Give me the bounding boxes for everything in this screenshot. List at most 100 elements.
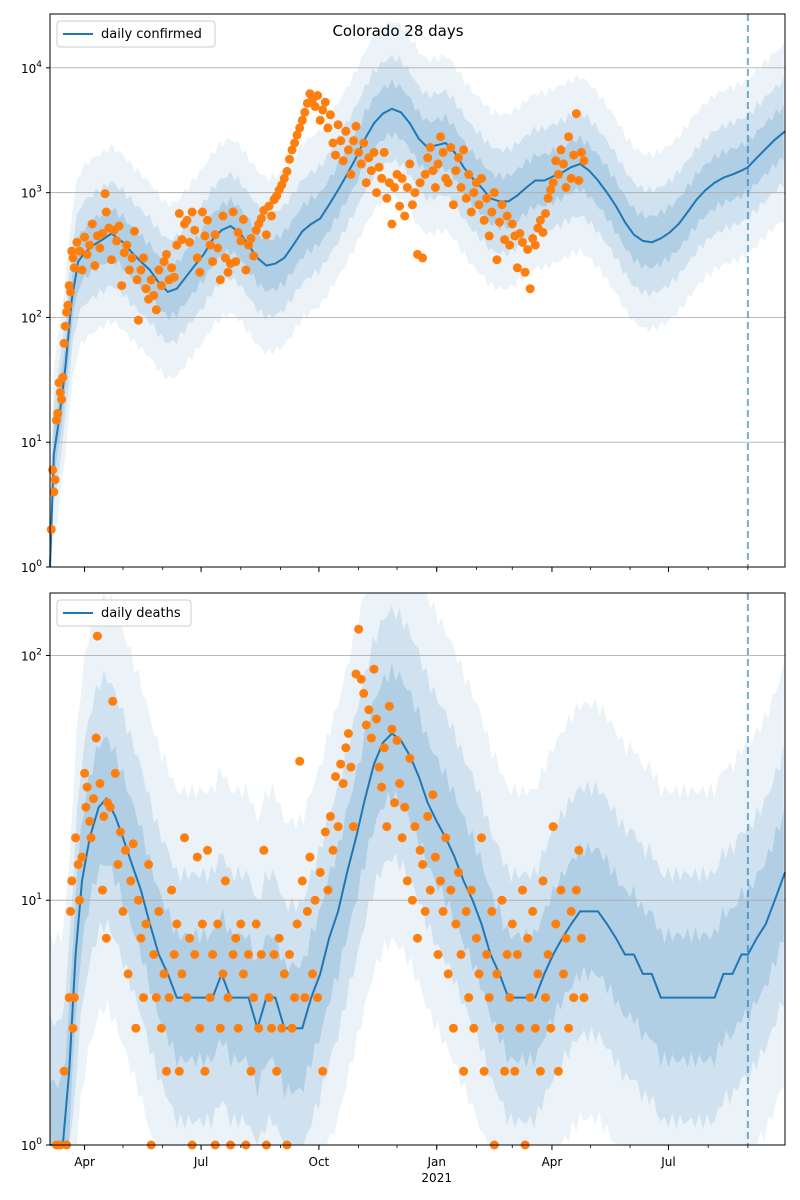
- data-point: [69, 263, 79, 273]
- data-point: [113, 860, 123, 869]
- data-point: [228, 207, 238, 217]
- data-point: [80, 768, 90, 778]
- data-point: [325, 811, 335, 821]
- data-point: [492, 969, 502, 979]
- data-point: [487, 207, 497, 217]
- data-point: [328, 845, 338, 855]
- data-point: [436, 876, 445, 886]
- data-point: [507, 219, 517, 229]
- data-point: [477, 833, 486, 843]
- data-point: [361, 720, 371, 730]
- data-point: [55, 388, 65, 397]
- data-point: [192, 852, 202, 862]
- confirmed-legend-label: daily confirmed: [101, 27, 202, 42]
- deaths-gridlines: [50, 655, 785, 901]
- data-point: [436, 132, 445, 142]
- data-point: [548, 178, 558, 188]
- data-point: [60, 321, 70, 331]
- data-point: [328, 138, 338, 148]
- credible-band-1: [50, 79, 784, 567]
- data-point: [101, 933, 111, 943]
- data-point: [428, 166, 438, 176]
- data-point: [310, 102, 320, 111]
- data-point: [407, 200, 417, 210]
- data-point: [223, 993, 233, 1003]
- data-point: [131, 1023, 141, 1033]
- data-point: [356, 159, 366, 169]
- data-point: [119, 248, 129, 258]
- data-point: [466, 207, 476, 217]
- deaths-legend-box: [56, 599, 192, 627]
- data-point: [331, 772, 340, 782]
- data-point: [297, 115, 307, 125]
- data-point: [433, 950, 443, 959]
- data-point: [215, 1023, 225, 1033]
- data-point: [512, 263, 522, 273]
- data-point: [167, 885, 177, 895]
- data-point: [351, 121, 361, 131]
- data-point: [151, 993, 161, 1003]
- data-point: [182, 993, 192, 1003]
- data-point: [405, 159, 415, 169]
- data-point: [456, 183, 466, 192]
- data-point: [215, 275, 225, 285]
- data-point: [574, 176, 584, 185]
- data-point: [379, 147, 389, 157]
- deaths-legend: daily deaths: [56, 599, 192, 627]
- data-point: [233, 227, 243, 237]
- data-point: [308, 969, 317, 979]
- data-point: [323, 123, 333, 133]
- data-point: [85, 240, 95, 250]
- data-point: [461, 906, 471, 916]
- data-point: [49, 487, 59, 497]
- data-point: [139, 993, 148, 1003]
- data-point: [425, 143, 435, 152]
- data-point: [546, 1023, 556, 1033]
- data-point: [390, 798, 399, 808]
- data-point: [336, 759, 346, 769]
- data-point: [81, 802, 91, 812]
- data-point: [461, 193, 471, 203]
- data-point: [195, 267, 205, 277]
- deaths-x-ticks: Apr Jul Oct Jan Apr Jul: [74, 1145, 749, 1169]
- data-point: [300, 993, 310, 1003]
- data-point: [73, 860, 83, 869]
- data-point: [451, 919, 461, 929]
- x-tick-label: Jul: [660, 1155, 675, 1169]
- data-point: [564, 132, 574, 142]
- data-point: [576, 147, 586, 157]
- data-point: [105, 802, 115, 812]
- data-point: [333, 120, 343, 130]
- data-point: [59, 1066, 69, 1076]
- data-point: [115, 827, 125, 837]
- data-point: [364, 705, 374, 715]
- data-point: [415, 178, 425, 188]
- data-point: [66, 287, 75, 297]
- data-point: [382, 822, 392, 832]
- data-point: [548, 822, 558, 832]
- data-point: [290, 993, 300, 1003]
- data-point: [98, 229, 107, 238]
- data-point: [71, 833, 81, 843]
- data-point: [561, 183, 571, 192]
- data-point: [535, 1066, 545, 1076]
- data-point: [482, 950, 492, 959]
- data-point: [59, 338, 69, 348]
- data-point: [428, 790, 438, 800]
- data-point: [156, 1023, 166, 1033]
- data-point: [559, 969, 568, 979]
- data-point: [112, 236, 122, 246]
- data-point: [469, 1023, 479, 1033]
- data-point: [346, 169, 356, 179]
- data-point: [492, 255, 502, 265]
- data-point: [400, 211, 410, 221]
- data-point: [292, 919, 302, 929]
- data-point: [107, 255, 116, 265]
- data-point: [203, 215, 212, 225]
- data-point: [218, 969, 228, 979]
- data-point: [285, 950, 294, 959]
- confirmed-axes-frame: [49, 13, 786, 568]
- data-point: [164, 993, 174, 1003]
- data-point: [561, 933, 571, 943]
